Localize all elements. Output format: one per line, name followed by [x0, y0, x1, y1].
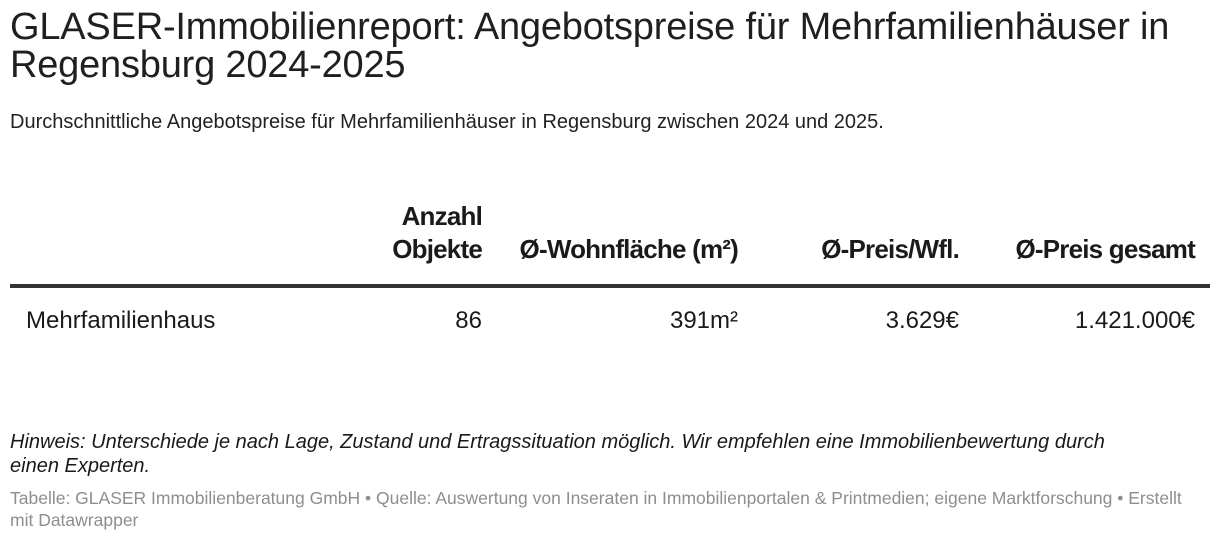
footnote: Hinweis: Unterschiede je nach Lage, Zust… — [10, 431, 1105, 477]
column-header: Anzahl Objekte — [392, 201, 483, 264]
chart-container: GLASER-Immobilienreport: Angebotspreise … — [10, 0, 1210, 530]
column-header: Ø-Wohnfläche (m²) — [519, 234, 739, 264]
table-cell: 391m² — [669, 307, 738, 334]
data-table: Anzahl Objekte Ø-Wohnfläche (m²) Ø-Preis… — [10, 200, 1210, 348]
table-row: Mehrfamilienhaus 86 391m² 3.629€ 1.421.0… — [10, 286, 1210, 348]
table-cell: 1.421.000€ — [1074, 307, 1195, 334]
table-cell: 3.629€ — [885, 307, 959, 334]
column-header — [10, 200, 310, 286]
table-header-row: Anzahl Objekte Ø-Wohnfläche (m²) Ø-Preis… — [10, 200, 1210, 286]
column-header: Ø-Preis gesamt — [1015, 234, 1195, 264]
source-credit: Tabelle: GLASER Immobilienberatung GmbH … — [10, 488, 1182, 530]
table-cell: Mehrfamilienhaus — [26, 307, 216, 334]
chart-subtitle: Durchschnittliche Angebotspreise für Meh… — [10, 111, 884, 133]
table-cell: 86 — [455, 307, 482, 334]
column-header: Ø-Preis/Wfl. — [821, 234, 960, 264]
chart-title: GLASER-Immobilienreport: Angebotspreise … — [10, 6, 1170, 86]
